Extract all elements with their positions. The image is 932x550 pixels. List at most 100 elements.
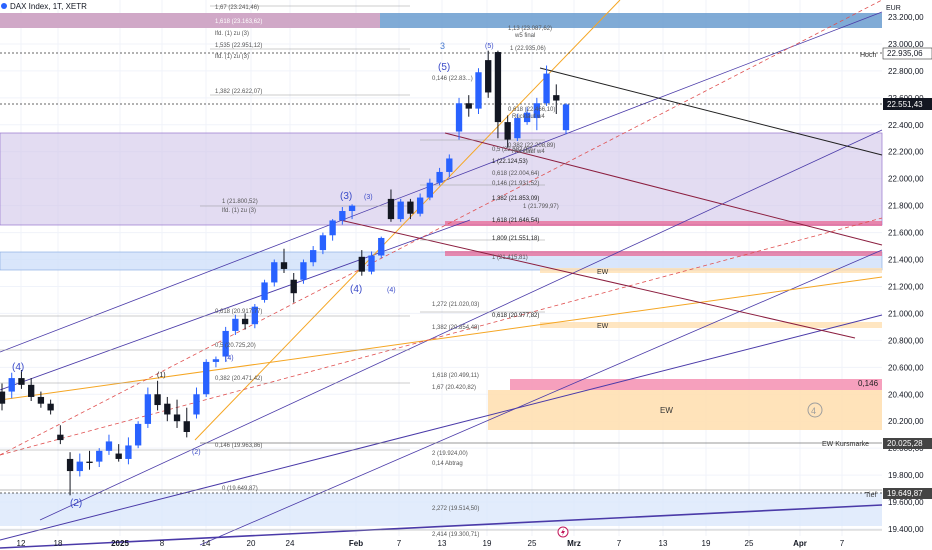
wave-label: (2) xyxy=(192,449,201,456)
date-tick-label: 19 xyxy=(702,539,711,548)
price-tick-label: 23.000,00 xyxy=(888,40,924,49)
tief-badge xyxy=(883,488,932,499)
candle-body xyxy=(28,384,35,397)
fib-label: 1,382 (20.854,48) xyxy=(432,325,479,331)
wave-label: (3) xyxy=(340,191,352,202)
zone-pink-1 xyxy=(445,221,882,226)
purple-line-mid xyxy=(0,219,471,391)
tief-value: 19.649,87 xyxy=(887,489,923,498)
price-tick-label: 19.800,00 xyxy=(888,471,924,480)
price-tick-label: 21.600,00 xyxy=(888,229,924,238)
date-tick-label: 19 xyxy=(483,539,492,548)
fib-label: 0,618 (22.004,64) xyxy=(492,171,539,177)
fib-label: 1 (21.415,81) xyxy=(492,255,528,261)
current-price-value: 22.551,43 xyxy=(887,100,923,109)
zone-labels: EW EW EW 0,146 EW Kursmarke Tief Hoch xyxy=(597,52,879,499)
fib-label: w5 final xyxy=(514,33,535,39)
fib-label: 1,382 (21.853,09) xyxy=(492,196,539,202)
event-marker[interactable] xyxy=(557,526,569,538)
time-axis[interactable]: 12 18 2025 8 14 20 24 Feb 7 13 19 25 Mrz 7 13 19 25 Apr 7 xyxy=(17,539,845,548)
fib-label-group: 1,67 (23.241,46) 1,618 (23.163,62) lfd. … xyxy=(215,5,559,538)
candle-body xyxy=(76,461,83,472)
wave-label: (4) xyxy=(12,362,24,373)
candle-body xyxy=(339,211,346,221)
candle-body xyxy=(125,445,132,459)
candle-body xyxy=(475,72,482,109)
date-tick-label: 2025 xyxy=(111,539,129,548)
fib-label: 2,414 (19.300,71) xyxy=(432,532,479,538)
price-tick-label: 20.400,00 xyxy=(888,390,924,399)
candle-body xyxy=(18,378,25,385)
black-down xyxy=(539,67,883,156)
candle-body xyxy=(358,256,365,272)
candle-body xyxy=(37,396,45,404)
fib-label: 0,382 (22.208,89) xyxy=(508,143,555,149)
wave-circle-icon xyxy=(807,402,823,418)
candle-body xyxy=(144,394,152,424)
candle-body xyxy=(446,158,453,172)
wave-label: (5) xyxy=(485,43,494,50)
fib-label: lfd. (1) zu (3) xyxy=(222,208,256,214)
price-tick-label: 20.800,00 xyxy=(888,336,924,345)
chart-header: DAX Index, 1T, XETR xyxy=(1,2,87,11)
date-tick-label: Feb xyxy=(349,539,363,548)
candle-body xyxy=(290,279,297,294)
price-tick-label: 19.400,00 xyxy=(888,525,924,534)
candle-body xyxy=(368,255,375,272)
date-tick-label: Apr xyxy=(793,539,807,548)
candle-body xyxy=(329,220,336,236)
fib-label: 1 (22.935,06) xyxy=(510,46,546,52)
candle-body xyxy=(378,237,385,256)
candle-body xyxy=(514,118,521,139)
candle-body xyxy=(271,262,278,283)
symbol-icon xyxy=(1,3,7,9)
price-axis[interactable]: EUR 23.200,0023.000,0022.800,0022.600,00… xyxy=(886,5,924,534)
candle-body xyxy=(310,250,317,263)
zone-blue-mid xyxy=(0,251,883,271)
fib-label: 1,272 (21.020,03) xyxy=(432,302,479,308)
time-axis-background xyxy=(0,536,932,550)
date-tick-label: 7 xyxy=(840,539,845,548)
red-dashed-1 xyxy=(0,0,883,456)
candle-body xyxy=(232,318,239,331)
candle-body xyxy=(8,378,15,392)
channel-blue-5 xyxy=(0,504,883,549)
fib-label: 0 (19.649,87) xyxy=(222,486,258,492)
candle-body xyxy=(523,112,531,123)
candle-body xyxy=(241,318,249,325)
wave-label: 4 xyxy=(811,406,816,416)
ew-label: EW xyxy=(660,406,673,415)
fib-label: 0,14 Abtrag xyxy=(432,461,463,467)
candle-body xyxy=(533,103,540,119)
fib-label: 1 (22.124,53) xyxy=(492,159,528,165)
candle-body xyxy=(504,122,511,140)
price-tick-label: 22.200,00 xyxy=(888,148,924,157)
hoch-label: Hoch xyxy=(860,52,876,59)
candle-body xyxy=(193,394,200,415)
candle-body xyxy=(154,394,161,406)
price-tick-label: 20.600,00 xyxy=(888,363,924,372)
wave-label: (4) xyxy=(350,284,362,295)
fib-label: 0,618 (20.917,77) xyxy=(215,309,262,315)
zone-blue-bottom xyxy=(0,493,882,526)
candle-body xyxy=(562,104,570,131)
date-tick-label: 12 xyxy=(17,539,26,548)
orange-shallow xyxy=(0,276,883,401)
orange-steep xyxy=(194,0,621,441)
price-axis-background xyxy=(882,0,932,550)
dark-red-down-2 xyxy=(339,219,856,339)
zone-pink-2 xyxy=(445,251,882,256)
fib-label: 0,5 (20.725,20) xyxy=(215,343,256,349)
candle-body xyxy=(300,262,307,280)
hoch-badge xyxy=(882,47,932,60)
price-tick-label: 22.800,00 xyxy=(888,67,924,76)
zone-ew-small-2 xyxy=(540,322,882,328)
zone-ew-orange xyxy=(488,390,882,430)
candle-body xyxy=(57,434,64,441)
fib-label: 2 (19.924,00) xyxy=(432,451,468,457)
price-tick-label: 21.000,00 xyxy=(888,309,924,318)
date-tick-label: 7 xyxy=(617,539,622,548)
fib-label: 1,535 (22.951,12) xyxy=(215,43,262,49)
fib-label: 0,382 (20.471,42) xyxy=(215,376,262,382)
